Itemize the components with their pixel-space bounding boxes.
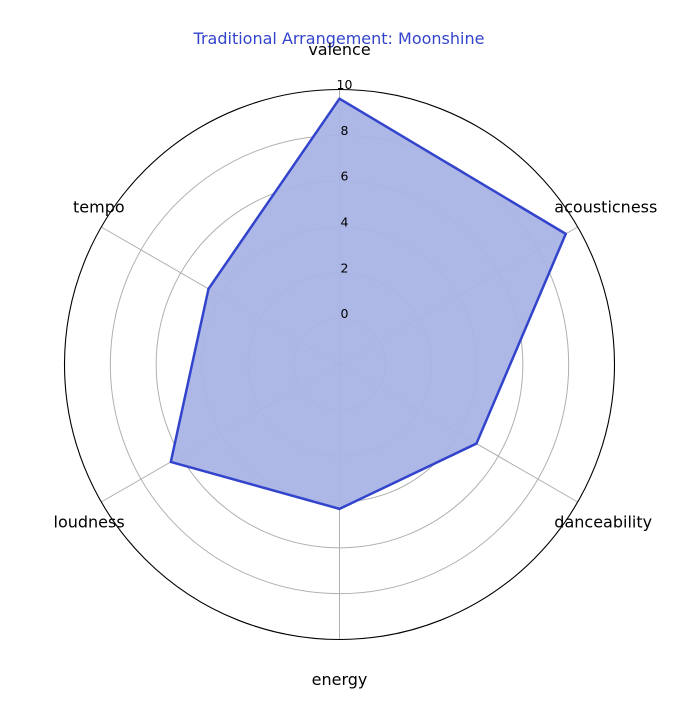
chart-title: Traditional Arrangement: Moonshine <box>193 29 485 48</box>
outer-circle <box>63 88 616 641</box>
data-point-valence <box>338 97 341 100</box>
axis-label-valence: valence <box>308 40 370 59</box>
r-tick-label: 2 <box>341 260 349 275</box>
r-tick-label: 4 <box>341 215 349 230</box>
data-point-tempo <box>207 287 210 291</box>
axis-label-danceability: danceability <box>554 513 652 532</box>
tick-label-layer: 0 2 4 6 8 10 <box>337 77 353 321</box>
data-layer <box>169 97 567 511</box>
axis-label-energy: energy <box>312 670 368 689</box>
axis-label-layer: valence acousticness danceability energy lou… <box>54 40 658 689</box>
data-point-loudness <box>169 460 173 464</box>
data-point-acousticness <box>564 232 567 236</box>
series-area <box>170 98 566 509</box>
axis-label-loudness: loudness <box>54 513 125 532</box>
r-tick-label: 6 <box>341 169 349 184</box>
r-tick-label: 10 <box>337 77 353 92</box>
axis-label-acousticness: acousticness <box>554 198 657 217</box>
r-tick-label: 0 <box>341 306 349 321</box>
data-point-danceability <box>475 442 478 445</box>
data-point-energy <box>338 507 341 511</box>
axis-label-tempo: tempo <box>73 198 125 217</box>
r-tick-label: 8 <box>341 123 349 138</box>
